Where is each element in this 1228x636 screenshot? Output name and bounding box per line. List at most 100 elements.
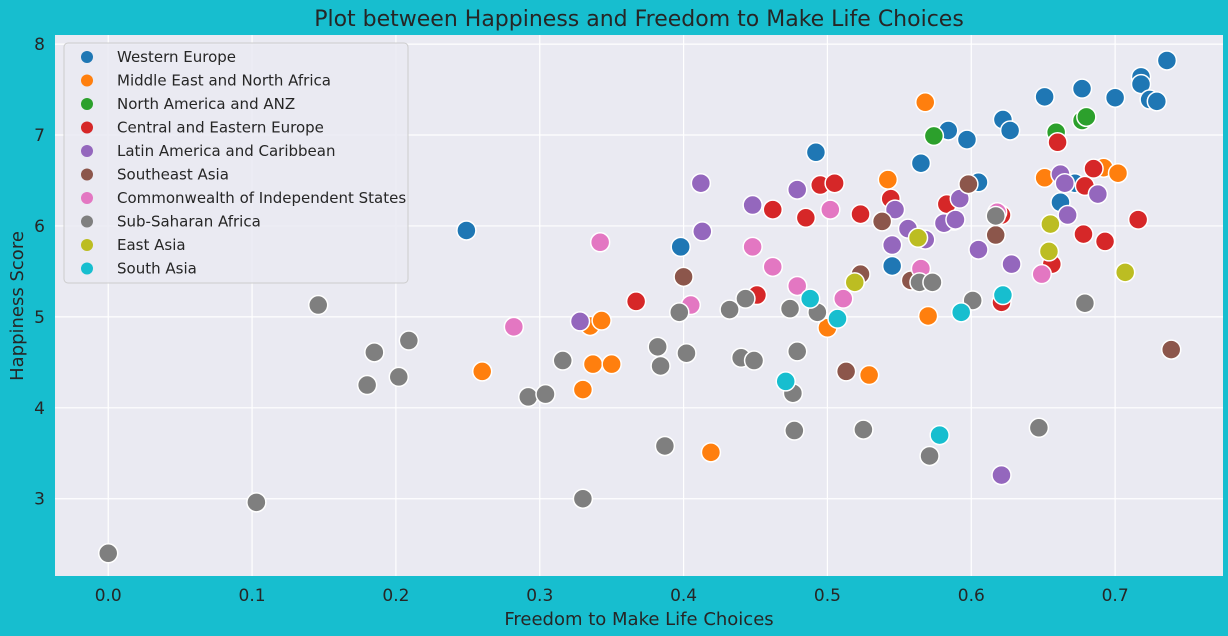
point-western-europe (805, 142, 827, 163)
x-tick-label: 0.1 (239, 586, 266, 606)
y-tick-label: 8 (34, 35, 45, 55)
x-tick-label: 0.5 (814, 586, 841, 606)
point-latin-america-and-caribbean (1057, 204, 1078, 226)
point-east-asia (844, 272, 866, 293)
point-southeast-asia (673, 266, 694, 288)
point-southeast-asia (958, 173, 979, 195)
point-sub-saharan-africa (919, 445, 940, 467)
point-sub-saharan-africa (1028, 417, 1050, 439)
point-sub-saharan-africa (572, 488, 594, 509)
point-commonwealth-of-independent-states (1031, 263, 1053, 285)
point-middle-east-and-north-africa (471, 361, 493, 382)
point-sub-saharan-africa (743, 350, 765, 371)
point-sub-saharan-africa (388, 366, 410, 388)
legend-label-western-europe: Western Europe (117, 48, 236, 66)
point-sub-saharan-africa (647, 336, 668, 358)
point-southeast-asia (871, 211, 893, 232)
point-middle-east-and-north-africa (572, 379, 594, 400)
x-axis-label: Freedom to Make Life Choices (504, 609, 773, 630)
point-latin-america-and-caribbean (690, 172, 712, 194)
x-tick-label: 0.7 (1102, 586, 1129, 606)
legend-marker-western-europe (81, 51, 93, 63)
point-sub-saharan-africa (356, 374, 378, 396)
legend-label-sub-saharan-africa: Sub-Saharan Africa (117, 213, 261, 231)
point-central-and-eastern-europe (1073, 223, 1094, 245)
x-tick-labels: 0.0 0.1 0.2 0.3 0.4 0.5 0.6 0.7 (95, 586, 1129, 606)
x-tick-label: 0.4 (670, 586, 697, 606)
point-latin-america-and-caribbean (884, 199, 906, 220)
point-commonwealth-of-independent-states (786, 275, 808, 297)
point-commonwealth-of-independent-states (820, 199, 841, 220)
legend-label-central-and-eastern-europe: Central and Eastern Europe (117, 119, 324, 137)
point-middle-east-and-north-africa (700, 442, 722, 463)
point-central-and-eastern-europe (625, 291, 647, 312)
point-sub-saharan-africa (654, 435, 676, 457)
y-tick-label: 6 (34, 217, 45, 237)
point-sub-saharan-africa (398, 330, 420, 351)
point-western-europe (1034, 86, 1055, 108)
point-latin-america-and-caribbean (968, 239, 989, 260)
point-central-and-eastern-europe (795, 207, 817, 229)
point-middle-east-and-north-africa (601, 353, 622, 375)
point-sub-saharan-africa (517, 386, 539, 408)
point-western-europe (956, 129, 978, 150)
legend-marker-south-asia (81, 262, 93, 275)
point-middle-east-and-north-africa (917, 305, 939, 327)
point-latin-america-and-caribbean (945, 209, 966, 230)
x-tick-label: 0.2 (382, 586, 409, 606)
y-tick-labels: 3 4 5 6 7 8 (34, 35, 45, 510)
point-sub-saharan-africa (719, 299, 740, 320)
point-central-and-eastern-europe (1127, 209, 1149, 230)
point-western-europe (1146, 91, 1168, 112)
point-east-asia (1114, 262, 1136, 283)
point-latin-america-and-caribbean (786, 179, 808, 200)
point-western-europe (1156, 50, 1178, 71)
point-commonwealth-of-independent-states (762, 256, 784, 278)
point-western-europe (1104, 87, 1126, 108)
legend-marker-southeast-asia (81, 168, 93, 181)
point-south-asia (799, 288, 821, 309)
point-western-europe (1071, 78, 1093, 99)
point-latin-america-and-caribbean (1054, 172, 1076, 194)
chart-title: Plot between Happiness and Freedom to Ma… (314, 7, 964, 32)
point-sub-saharan-africa (307, 294, 329, 316)
point-central-and-eastern-europe (1047, 132, 1068, 153)
legend-label-commonwealth-of-independent-states: Commonwealth of Independent States (117, 189, 406, 207)
point-sub-saharan-africa (535, 383, 556, 405)
point-sub-saharan-africa (650, 355, 671, 377)
data-points (97, 50, 1182, 564)
point-commonwealth-of-independent-states (742, 236, 763, 258)
x-tick-label: 0.3 (526, 586, 553, 606)
point-middle-east-and-north-africa (877, 169, 899, 190)
legend-marker-middle-east-and-north-africa (81, 74, 93, 87)
point-sub-saharan-africa (364, 342, 385, 363)
point-southeast-asia (1160, 339, 1182, 360)
point-north-america-and-anz (1076, 106, 1097, 128)
point-sub-saharan-africa (786, 341, 808, 362)
point-sub-saharan-africa (784, 420, 805, 441)
point-sub-saharan-africa (735, 288, 756, 309)
point-sub-saharan-africa (853, 419, 874, 440)
point-western-europe (999, 120, 1021, 141)
legend-marker-latin-america-and-caribbean (81, 145, 93, 157)
point-south-asia (929, 424, 950, 446)
point-central-and-eastern-europe (850, 203, 871, 225)
point-central-and-eastern-europe (824, 172, 845, 194)
point-sub-saharan-africa (246, 492, 267, 513)
y-axis-label: Happiness Score (7, 231, 28, 381)
legend-label-east-asia: East Asia (117, 236, 186, 254)
point-sub-saharan-africa (985, 205, 1006, 227)
point-sub-saharan-africa (552, 350, 574, 371)
point-commonwealth-of-independent-states (589, 232, 611, 253)
point-south-asia (950, 302, 972, 323)
y-tick-label: 3 (34, 490, 45, 510)
point-western-europe (670, 236, 691, 258)
point-southeast-asia (835, 361, 857, 382)
legend-marker-commonwealth-of-independent-states (81, 192, 93, 204)
y-tick-label: 5 (34, 308, 45, 328)
legend-marker-sub-saharan-africa (81, 215, 93, 228)
point-central-and-eastern-europe (1094, 231, 1116, 252)
x-tick-label: 0.0 (95, 586, 122, 606)
point-east-asia (907, 227, 929, 249)
point-south-asia (992, 284, 1014, 306)
